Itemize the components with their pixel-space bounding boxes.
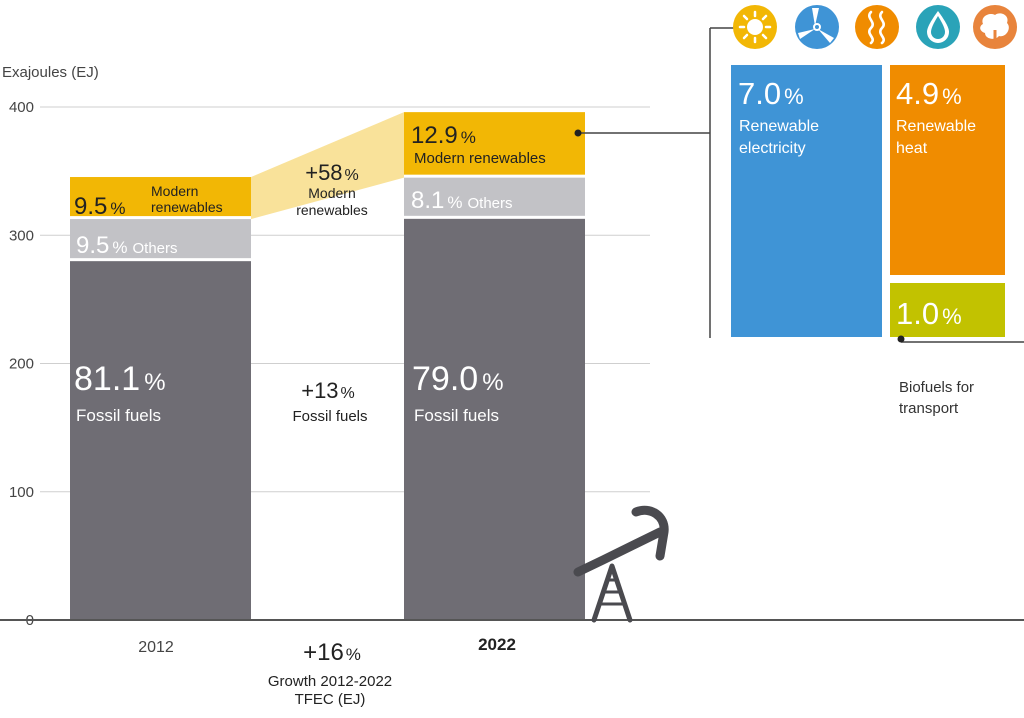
- y-tick-labels: 0100200300400: [9, 99, 34, 629]
- connector-dot: [574, 129, 582, 137]
- x-tick-label-2022: 2022: [478, 635, 516, 654]
- bar-2012-others: [70, 219, 251, 259]
- fossil-label-2012: Fossil fuels: [76, 406, 161, 425]
- growth-total-label: Growth 2012-2022 TFEC (EJ): [268, 673, 392, 708]
- renewable-heat-value: 4.9%: [896, 76, 962, 111]
- growth-band: [251, 112, 404, 220]
- growth-modern-value: +58%: [305, 160, 359, 185]
- renewable-heat-box: [890, 65, 1005, 275]
- renewable-heat-label: Renewable heat: [896, 118, 976, 157]
- renewable-electricity-label: Renewable electricity: [739, 118, 819, 157]
- fossil-label-2022: Fossil fuels: [414, 406, 499, 425]
- y-tick-label: 400: [9, 99, 34, 116]
- fossil-share-2022: 79.0%: [412, 360, 504, 398]
- growth-annotations: +58% Modern renewables +13% Fossil fuels …: [268, 160, 392, 708]
- y-axis-label: Exajoules (EJ): [2, 64, 99, 81]
- breakdown-connector: [578, 27, 735, 338]
- water-drop-icon: [916, 5, 960, 49]
- modern-label-2022: Modern renewables: [414, 150, 546, 167]
- growth-fossil-label: Fossil fuels: [292, 408, 367, 425]
- biofuels-dot: [897, 335, 905, 343]
- growth-total-value: +16%: [303, 639, 361, 666]
- renewables-breakdown: 7.0% Renewable electricity 4.9% Renewable…: [731, 65, 1024, 417]
- bar-2012-labels: 81.1% Fossil fuels 9.5% Others 9.5% Moder…: [74, 183, 223, 425]
- y-tick-label: 100: [9, 484, 34, 501]
- y-tick-label: 300: [9, 227, 34, 244]
- stacked-bars: [70, 112, 585, 621]
- wind-turbine-icon: [795, 5, 839, 49]
- others-share-2022: 8.1% Others: [411, 187, 513, 214]
- modern-share-2012: 9.5%: [74, 193, 126, 220]
- heat-waves-icon: [855, 5, 899, 49]
- fossil-share-2012: 81.1%: [74, 360, 166, 398]
- bar-2022-others: [404, 177, 585, 216]
- biofuels-box: [890, 283, 1005, 337]
- biofuels-connector: [900, 337, 1024, 343]
- biofuels-label: Biofuels for transport: [899, 379, 974, 417]
- bar-2022-modern: [404, 112, 585, 175]
- others-share-2012: 9.5% Others: [76, 232, 178, 259]
- growth-fossil-value: +13%: [301, 378, 355, 403]
- oil-pump-jack-icon: [573, 505, 669, 623]
- renewable-electricity-box: [731, 65, 882, 337]
- renewable-icons: [733, 5, 1017, 49]
- x-tick-label-2012: 2012: [138, 639, 174, 656]
- modern-share-2022: 12.9%: [411, 122, 476, 149]
- biofuels-value: 1.0%: [896, 296, 962, 331]
- bar-2012-fossil: [70, 261, 251, 620]
- bar-2022-labels: 79.0% Fossil fuels 8.1% Others 12.9% Mode…: [411, 122, 546, 425]
- renewable-electricity-value: 7.0%: [738, 76, 804, 111]
- sun-icon: [733, 5, 777, 49]
- modern-label-2012: Modern renewables: [151, 183, 223, 215]
- y-tick-label: 200: [9, 356, 34, 373]
- bar-2012-modern: [70, 177, 251, 217]
- growth-modern-label: Modern renewables: [296, 185, 368, 218]
- bar-2022-fossil: [404, 218, 585, 621]
- biomass-icon: [973, 5, 1017, 49]
